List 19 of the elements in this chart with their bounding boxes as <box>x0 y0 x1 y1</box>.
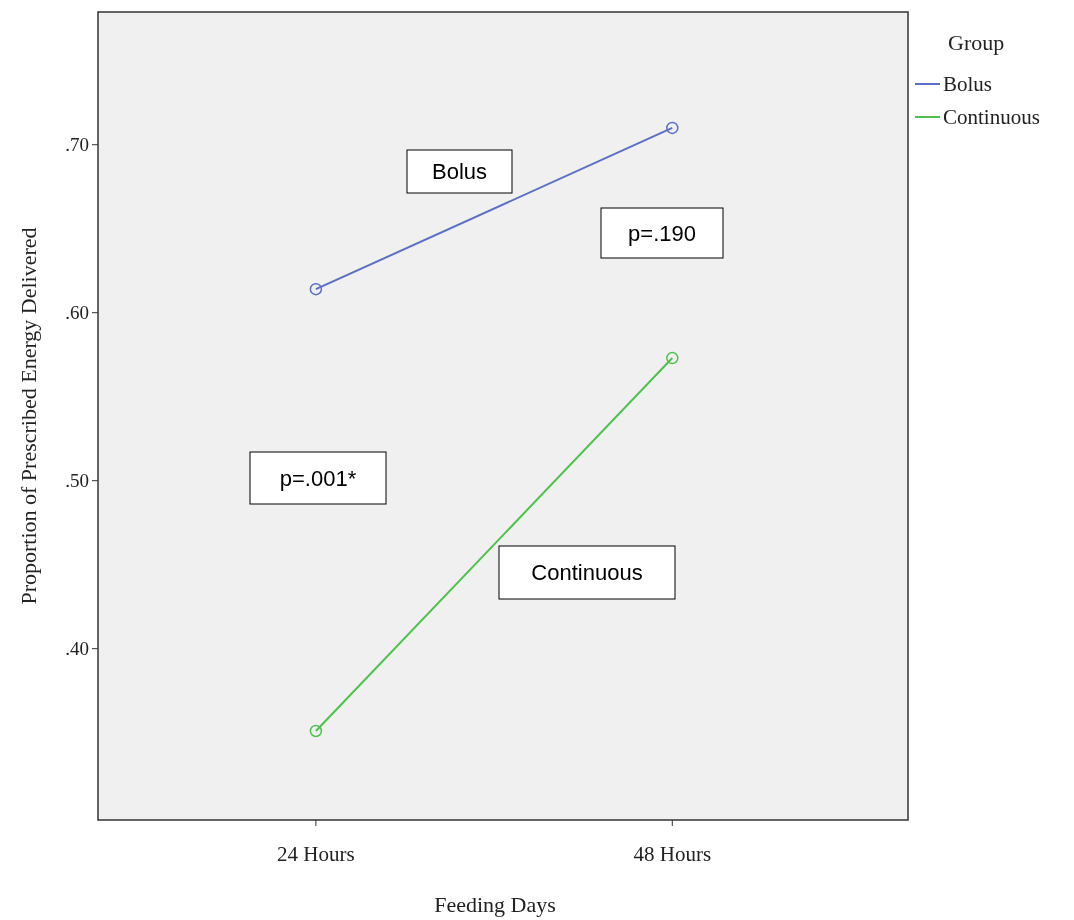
point <box>309 282 323 296</box>
x-tick-label: 24 Hours <box>277 842 355 866</box>
point <box>666 351 679 365</box>
legend-label: Bolus <box>943 72 993 97</box>
annotation: Bolus <box>431 159 488 185</box>
y-tick-label: .40 <box>65 638 89 660</box>
annotation: Continuous <box>531 560 643 586</box>
point <box>309 724 323 738</box>
y-axis-title: Proportion of Prescribed Energy Delivered <box>16 227 41 605</box>
legend-title: Group <box>948 29 1005 55</box>
annotation: p=.001* <box>279 465 357 491</box>
point <box>666 121 679 135</box>
x-tick-label: 48 Hours <box>633 842 712 866</box>
y-tick-label: .60 <box>65 302 89 324</box>
legend-label: Continuous <box>943 105 1040 130</box>
y-tick-label: .50 <box>65 470 89 492</box>
annotation: p=.190 <box>628 220 696 246</box>
y-tick-label: .70 <box>65 134 89 156</box>
x-axis-title: Feeding Days <box>434 892 556 917</box>
